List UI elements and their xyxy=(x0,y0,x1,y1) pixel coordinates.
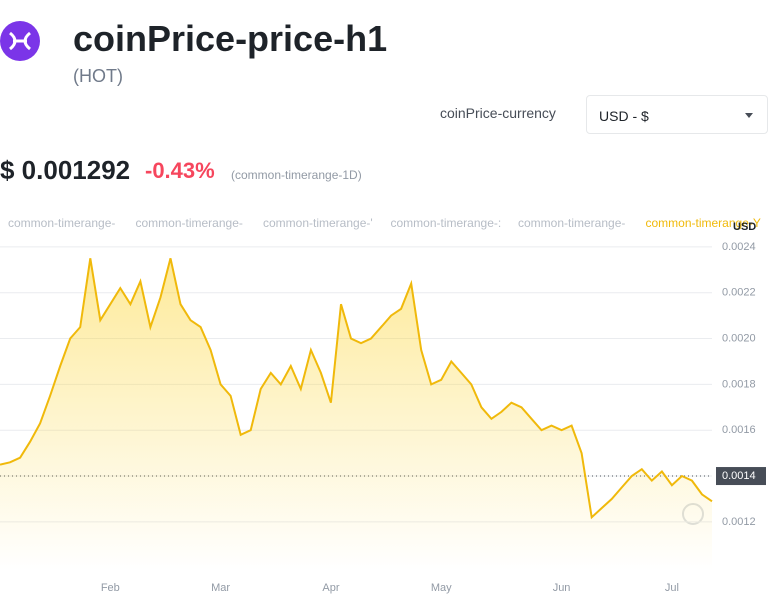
coin-symbol: (HOT) xyxy=(73,66,123,86)
x-tick-label: Jun xyxy=(553,582,571,594)
currency-select[interactable]: USD - $ xyxy=(586,95,768,134)
y-tick-label: 0.0022 xyxy=(722,287,756,299)
y-tick-label: 0.0014 xyxy=(722,470,756,482)
current-price-box xyxy=(716,467,766,486)
coin-icon xyxy=(0,21,40,61)
y-tick-label: 0.0012 xyxy=(722,516,756,528)
y-tick-label: 0.0020 xyxy=(722,332,756,344)
currency-label: coinPrice-currency xyxy=(440,105,556,121)
x-tick-label: Apr xyxy=(322,582,339,594)
currency-value: USD - $ xyxy=(599,108,649,124)
timerange-tab[interactable]: common-timerange- xyxy=(518,216,626,230)
coin-title: coinPrice-price-h1 xyxy=(73,18,388,59)
x-tick-label: Jul xyxy=(665,582,679,594)
area-fill xyxy=(0,258,712,570)
y-tick-label: 0.0024 xyxy=(722,241,756,253)
timerange-tab[interactable]: common-timerange-: xyxy=(390,216,502,230)
price: $ 0.001292 xyxy=(0,155,131,185)
y-tick-label: 0.0016 xyxy=(722,424,756,436)
price-line xyxy=(0,258,713,520)
watermark xyxy=(682,503,704,525)
price-change: -0.43% xyxy=(145,158,215,183)
y-tick-label: 0.0018 xyxy=(722,378,756,390)
x-tick-label: Feb xyxy=(101,582,120,594)
timerange-tab[interactable]: common-timerange- xyxy=(135,216,243,230)
price-timerange: (common-timerange-1D) xyxy=(231,168,362,182)
timerange-tab[interactable]: common-timerange-Y xyxy=(645,216,761,230)
x-tick-label: Mar xyxy=(211,582,230,594)
timerange-tab[interactable]: common-timerange- xyxy=(8,216,116,230)
timerange-tab[interactable]: common-timerange-' xyxy=(263,216,373,230)
x-tick-label: May xyxy=(431,582,452,594)
